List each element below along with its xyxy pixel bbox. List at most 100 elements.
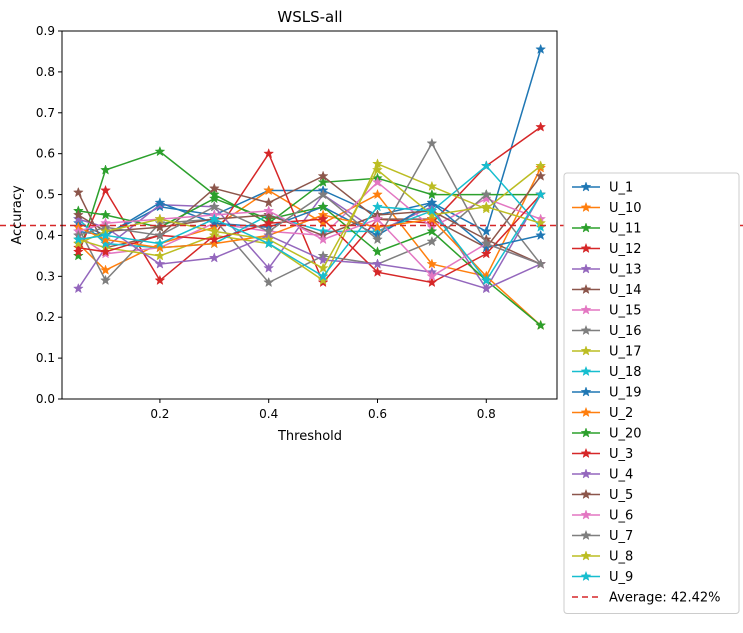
data-point	[100, 164, 111, 175]
legend-entry: U_20	[572, 427, 642, 442]
data-point	[317, 233, 329, 245]
data-point	[263, 225, 275, 236]
data-point	[263, 217, 275, 228]
data-point	[154, 274, 166, 286]
data-point	[535, 160, 547, 171]
data-point	[100, 229, 111, 241]
data-point	[72, 282, 84, 294]
data-point	[480, 201, 492, 212]
data-point	[154, 237, 166, 249]
legend-entry: U_15	[572, 304, 642, 319]
legend-entry: U_9	[572, 570, 633, 585]
legend: U_1 U_10 U_11 U_12 U_13 U_14 U_15 U_16 U_17 U_18 U…	[563, 172, 740, 614]
data-point	[72, 246, 84, 257]
data-point	[100, 233, 111, 245]
plot-area	[0, 43, 743, 330]
data-point	[480, 248, 492, 259]
data-point	[317, 270, 329, 281]
x-tick-label: 0.4	[259, 407, 278, 421]
series-line	[78, 194, 542, 284]
data-point	[426, 180, 438, 191]
data-point	[263, 184, 275, 196]
data-point	[208, 213, 220, 224]
y-tick-label: 0.1	[36, 351, 55, 365]
x-tick-label: 0.8	[477, 407, 496, 421]
data-point	[535, 258, 547, 269]
data-point	[100, 274, 111, 286]
data-point	[535, 319, 547, 330]
legend-label: U_10	[609, 201, 642, 216]
legend-marker	[580, 263, 592, 274]
legend-entry: U_7	[572, 529, 633, 544]
data-point	[372, 188, 383, 200]
legend-entry: U_14	[572, 283, 642, 298]
legend-entry: U_8	[572, 550, 633, 565]
legend-label: U_6	[609, 509, 633, 524]
data-point	[372, 213, 383, 224]
data-point	[426, 276, 438, 288]
axes: 0.0 0.1 0.2 0.3 0.4 0.5 0.6 0.7 0.8 0.9 0.2 0.4 0.6 0…	[36, 24, 558, 421]
legend-label: U_2	[609, 406, 633, 421]
data-point	[426, 270, 438, 281]
legend-label: U_4	[609, 468, 633, 483]
data-point	[72, 233, 84, 245]
legend-marker	[580, 222, 592, 233]
legend-label: U_8	[609, 550, 633, 565]
data-point	[535, 229, 547, 241]
series-line	[78, 194, 542, 282]
legend-entry: U_11	[572, 222, 642, 237]
data-point	[480, 274, 492, 286]
data-point	[263, 276, 275, 288]
data-point	[317, 213, 329, 224]
data-point	[72, 209, 84, 220]
legend-label: U_16	[609, 324, 642, 339]
data-point	[72, 241, 84, 253]
data-point	[154, 229, 166, 241]
series-line	[78, 218, 542, 290]
y-tick-label: 0.6	[36, 147, 55, 161]
data-point	[535, 43, 547, 54]
data-point	[480, 282, 492, 294]
y-tick-label: 0.9	[36, 24, 55, 38]
data-point	[426, 225, 438, 236]
legend-label: U_1	[609, 181, 633, 196]
data-point	[317, 188, 329, 200]
data-point	[208, 192, 220, 204]
data-point	[263, 237, 275, 249]
legend-entry: U_16	[572, 324, 642, 339]
data-point	[317, 262, 329, 273]
series-line	[77, 175, 542, 249]
legend-entry: U_17	[572, 345, 642, 360]
y-tick-label: 0.8	[36, 65, 55, 79]
legend-label: U_11	[609, 222, 642, 237]
axes-frame	[61, 30, 558, 400]
data-point	[208, 252, 220, 263]
data-point	[100, 237, 111, 249]
data-point	[100, 246, 111, 257]
x-tick-label: 0.2	[150, 407, 169, 421]
legend-marker	[580, 509, 592, 520]
legend-label: U_15	[609, 304, 642, 319]
legend-entry: U_3	[572, 447, 633, 462]
data-point	[535, 170, 547, 181]
data-point	[317, 254, 329, 265]
data-point	[263, 147, 275, 159]
data-point	[263, 205, 275, 216]
data-point	[72, 237, 84, 249]
legend-marker	[580, 242, 592, 254]
data-point	[208, 201, 220, 212]
data-point	[426, 213, 438, 224]
legend-marker	[580, 365, 592, 377]
data-point	[263, 262, 275, 273]
data-point	[372, 176, 383, 187]
legend-entry: U_6	[572, 509, 633, 524]
legend-marker	[580, 181, 592, 192]
data-point	[154, 250, 166, 261]
y-tick-label: 0.7	[36, 106, 55, 120]
data-point	[72, 250, 84, 261]
data-point	[317, 176, 329, 187]
legend-entry: U_5	[572, 488, 633, 503]
data-point	[480, 225, 492, 236]
data-point	[100, 209, 111, 220]
